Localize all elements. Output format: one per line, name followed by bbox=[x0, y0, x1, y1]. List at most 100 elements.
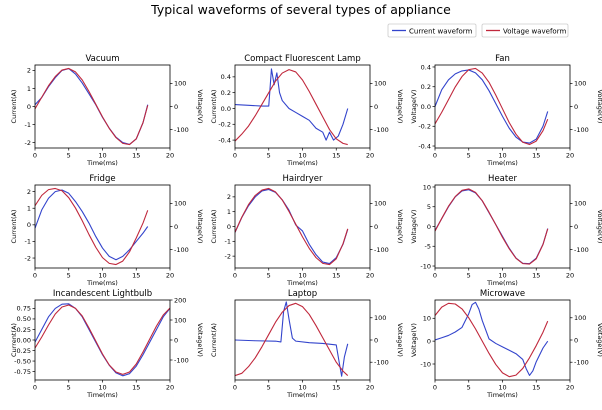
y2-tick-label: 100 bbox=[574, 80, 586, 88]
y2-tick-label: -100 bbox=[174, 246, 189, 254]
subplot-title: Fridge bbox=[89, 174, 115, 184]
y-tick-label: 0 bbox=[427, 223, 431, 231]
x-tick-label: 5 bbox=[467, 272, 471, 280]
y2-tick-label: 100 bbox=[174, 316, 186, 324]
legend-item-current-box bbox=[387, 23, 477, 38]
y-axis-label: Current(A) bbox=[210, 90, 218, 124]
y-tick-label: 10 bbox=[423, 183, 431, 191]
x-tick-label: 10 bbox=[98, 152, 106, 160]
x-tick-label: 0 bbox=[433, 152, 437, 160]
x-tick-label: 20 bbox=[566, 384, 574, 392]
y2-tick-label: -100 bbox=[574, 126, 589, 134]
voltage-line bbox=[435, 302, 549, 378]
legend-voltage-label: Voltage waveform bbox=[503, 28, 566, 36]
x-tick-label: 0 bbox=[33, 152, 37, 160]
y-axis-label: Voltage(V) bbox=[410, 323, 418, 357]
x-tick-label: 10 bbox=[98, 384, 106, 392]
y2-axis-label: Voltage(V) bbox=[196, 323, 204, 357]
subplot-title: Vacuum bbox=[85, 54, 119, 64]
y-tick-label: -1 bbox=[25, 238, 31, 246]
plot-frame bbox=[234, 64, 371, 149]
y-tick-label: 1 bbox=[27, 85, 31, 93]
y-tick-label: 2 bbox=[27, 67, 31, 75]
subplot-title: Heater bbox=[488, 174, 517, 184]
y2-tick-label: 100 bbox=[374, 80, 386, 88]
y2-tick-label: 100 bbox=[574, 314, 586, 322]
y2-tick-label: 200 bbox=[174, 296, 186, 304]
current-line bbox=[435, 69, 549, 144]
y-tick-label: 0.50 bbox=[17, 315, 31, 323]
y-tick-label: 0 bbox=[27, 103, 31, 111]
y-tick-label: 10 bbox=[423, 315, 431, 323]
y2-tick-label: 0 bbox=[174, 103, 178, 111]
x-tick-label: 0 bbox=[433, 272, 437, 280]
y-tick-label: 0 bbox=[227, 223, 231, 231]
x-tick-label: 20 bbox=[166, 384, 174, 392]
x-tick-label: 0 bbox=[33, 384, 37, 392]
x-tick-label: 20 bbox=[166, 272, 174, 280]
y2-tick-label: -100 bbox=[574, 246, 589, 254]
subplot-title: Incandescent Lightbulb bbox=[53, 289, 152, 299]
y2-tick-label: 0 bbox=[374, 336, 378, 344]
subplot-title: Fan bbox=[495, 54, 510, 64]
y2-axis-label: Voltage(V) bbox=[596, 323, 602, 357]
y-tick-label: 0.0 bbox=[421, 103, 431, 111]
y-tick-label: 0.2 bbox=[221, 89, 231, 97]
x-tick-label: 20 bbox=[566, 272, 574, 280]
y2-tick-label: -100 bbox=[174, 356, 189, 364]
y-axis-label: Current(A) bbox=[10, 90, 18, 124]
x-tick-label: 15 bbox=[332, 272, 340, 280]
y-tick-label: -2 bbox=[25, 254, 31, 262]
subplot-compact-fluorescent-lamp: Compact Fluorescent Lamp 0 5 10 15 20 Time(ms)… bbox=[210, 54, 404, 167]
x-axis-label: Time(ms) bbox=[86, 391, 118, 399]
subplot-fan: Fan 0 5 10 15 20 Time(ms) -0.4 -0.2 0.0 0.2 0.4 Volt… bbox=[410, 54, 602, 167]
x-tick-label: 0 bbox=[433, 384, 437, 392]
y-axis-label: Current(A) bbox=[210, 323, 218, 357]
y2-tick-label: 0 bbox=[374, 223, 378, 231]
subplot-title: Laptop bbox=[288, 289, 317, 299]
voltage-line bbox=[235, 302, 349, 377]
y2-axis-label: Voltage(V) bbox=[196, 210, 204, 244]
x-axis-label: Time(ms) bbox=[86, 279, 118, 287]
x-tick-label: 15 bbox=[332, 152, 340, 160]
y2-tick-label: 100 bbox=[374, 314, 386, 322]
x-axis-label: Time(ms) bbox=[486, 159, 518, 167]
subplot-fridge: Fridge 0 5 10 15 20 Time(ms) -2 -1 0 1 2 Current(A) -… bbox=[10, 174, 204, 287]
y2-axis-label: Voltage(V) bbox=[396, 323, 404, 357]
subplot-incandescent-lightbulb: Incandescent Lightbulb 0 5 10 15 20 Time(ms) -0… bbox=[10, 289, 204, 399]
x-tick-label: 5 bbox=[267, 272, 271, 280]
x-axis-label: Time(ms) bbox=[486, 391, 518, 399]
x-tick-label: 0 bbox=[233, 272, 237, 280]
x-tick-label: 15 bbox=[132, 152, 140, 160]
voltage-line bbox=[235, 69, 348, 146]
x-tick-label: 5 bbox=[67, 384, 71, 392]
subplot-vacuum: Vacuum 0 5 10 15 20 Time(ms) -2 -1 0 1 2 Current(A) -… bbox=[10, 54, 204, 167]
plot-frame bbox=[34, 299, 171, 381]
y-tick-label: -10 bbox=[420, 360, 431, 368]
plot-frame bbox=[434, 184, 571, 269]
y-tick-label: 0.75 bbox=[17, 305, 31, 313]
y2-tick-label: -100 bbox=[574, 359, 589, 367]
y2-tick-label: -100 bbox=[374, 359, 389, 367]
subplot-title: Hairdryer bbox=[283, 174, 323, 184]
y2-tick-label: 100 bbox=[174, 80, 186, 88]
y-tick-label: -2 bbox=[25, 139, 31, 147]
legend-item-voltage-box bbox=[481, 23, 569, 38]
x-tick-label: 20 bbox=[166, 152, 174, 160]
x-tick-label: 20 bbox=[366, 272, 374, 280]
y2-tick-label: 0 bbox=[174, 223, 178, 231]
y2-tick-label: 0 bbox=[574, 223, 578, 231]
x-tick-label: 5 bbox=[467, 152, 471, 160]
subplot-heater: Heater 0 5 10 15 20 Time(ms) -10 -5 0 5 10 Voltage(V… bbox=[410, 174, 602, 287]
y2-tick-label: -100 bbox=[374, 126, 389, 134]
y-tick-label: -10 bbox=[420, 262, 431, 270]
x-axis-label: Time(ms) bbox=[286, 391, 318, 399]
y2-tick-label: 0 bbox=[574, 336, 578, 344]
x-tick-label: 15 bbox=[532, 272, 540, 280]
y-tick-label: -0.25 bbox=[14, 347, 31, 355]
y-tick-label: -0.4 bbox=[218, 136, 231, 144]
x-tick-label: 5 bbox=[67, 272, 71, 280]
x-axis-label: Time(ms) bbox=[286, 159, 318, 167]
